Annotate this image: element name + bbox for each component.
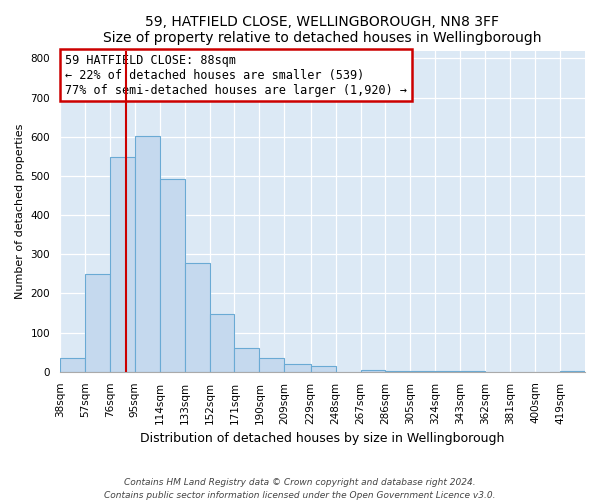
X-axis label: Distribution of detached houses by size in Wellingborough: Distribution of detached houses by size … — [140, 432, 505, 445]
Text: 59 HATFIELD CLOSE: 88sqm
← 22% of detached houses are smaller (539)
77% of semi-: 59 HATFIELD CLOSE: 88sqm ← 22% of detach… — [65, 54, 407, 96]
Bar — [85, 274, 110, 372]
Bar — [110, 157, 135, 372]
Bar — [311, 366, 335, 372]
Bar — [385, 371, 410, 372]
Title: 59, HATFIELD CLOSE, WELLINGBOROUGH, NN8 3FF
Size of property relative to detache: 59, HATFIELD CLOSE, WELLINGBOROUGH, NN8 … — [103, 15, 542, 45]
Bar — [60, 358, 85, 372]
Text: Contains HM Land Registry data © Crown copyright and database right 2024.
Contai: Contains HM Land Registry data © Crown c… — [104, 478, 496, 500]
Bar — [185, 263, 209, 372]
Bar — [160, 178, 185, 372]
Bar — [259, 358, 284, 372]
Y-axis label: Number of detached properties: Number of detached properties — [15, 124, 25, 299]
Bar — [135, 136, 160, 372]
Bar — [209, 314, 235, 372]
Bar — [560, 371, 585, 372]
Bar — [235, 348, 259, 372]
Bar — [361, 370, 385, 372]
Bar — [284, 364, 311, 372]
